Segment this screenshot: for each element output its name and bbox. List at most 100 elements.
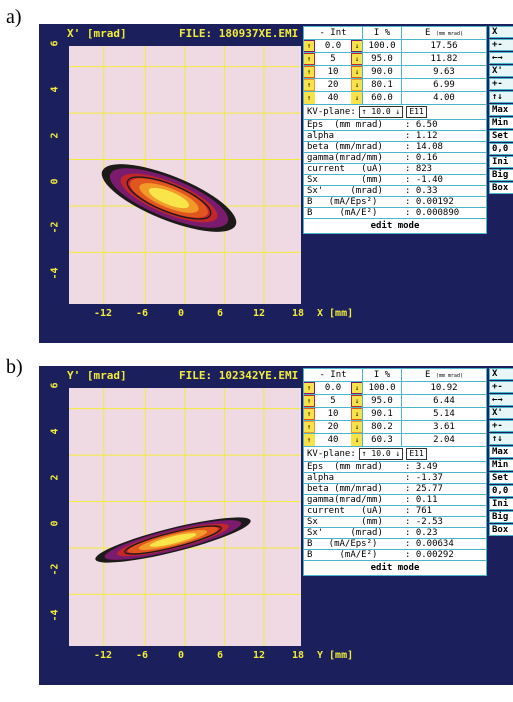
header-i: I % — [363, 369, 402, 381]
x-tick-label: 18 — [291, 308, 305, 319]
side-button[interactable]: Big — [489, 511, 513, 523]
y-tick-label: 2 — [49, 132, 61, 139]
y-tick-label: -2 — [49, 221, 61, 234]
kv-plane-value[interactable]: ↑ 10.0 ↓ — [358, 448, 404, 460]
side-button[interactable]: Box — [489, 524, 513, 536]
side-button[interactable]: 0,0 — [489, 143, 513, 155]
parameter-row: current (uA): 761 — [304, 506, 486, 517]
arrow-down-icon[interactable]: ↓ — [352, 67, 362, 77]
arrow-down-icon[interactable]: ↓ — [352, 435, 362, 445]
level-value: 0.0 — [315, 40, 351, 52]
arrow-down-icon[interactable]: ↓ — [352, 383, 362, 393]
side-button[interactable]: ←→ — [489, 52, 513, 64]
intensity-panel: - Int I % E (mm mrad) ↑ 0.0 ↓ 100.0 10.92 ↑ 5 ↓… — [303, 368, 487, 576]
side-button[interactable]: +- — [489, 420, 513, 432]
parameter-label: Sx' (mrad) — [307, 528, 383, 538]
header-int[interactable]: - Int — [304, 27, 363, 39]
edit-mode-button[interactable]: edit mode — [370, 563, 420, 573]
arrow-up-icon[interactable]: ↑ — [304, 396, 314, 406]
side-button[interactable]: +- — [489, 39, 513, 51]
arrow-up-icon[interactable]: ↑ — [304, 409, 314, 419]
parameter-row: Eps (mm mrad): 6.50 — [304, 120, 486, 131]
kv-plane-value[interactable]: ↑ 10.0 ↓ — [358, 106, 404, 118]
y-tick-label: 4 — [49, 428, 61, 435]
arrow-down-icon[interactable]: ↓ — [352, 409, 362, 419]
side-button[interactable]: ←→ — [489, 394, 513, 406]
arrow-up-icon[interactable]: ↑ — [304, 80, 314, 90]
side-button[interactable]: ↑↓ — [489, 91, 513, 103]
header-int[interactable]: - Int — [304, 369, 363, 381]
arrow-down-icon[interactable]: ↓ — [352, 54, 362, 64]
header-i: I % — [363, 27, 402, 39]
parameter-row: Eps (mm mrad): 3.49 — [304, 462, 486, 473]
y-tick-label: 0 — [49, 520, 61, 527]
edit-mode-button[interactable]: edit mode — [370, 221, 420, 231]
side-button[interactable]: Set — [489, 472, 513, 484]
parameter-value: : 0.000890 — [405, 208, 460, 218]
y-tick-label: 4 — [49, 86, 61, 93]
parameter-label: B (mA/E²) — [307, 208, 378, 218]
phase-space-plot[interactable] — [69, 388, 301, 646]
kv-plane-button[interactable]: E11 — [406, 448, 427, 460]
x-tick-label: -6 — [135, 650, 149, 661]
parameter-value: : -1.40 — [405, 175, 443, 185]
x-tick-label: 6 — [216, 308, 224, 319]
side-button[interactable]: Min — [489, 459, 513, 471]
side-button[interactable]: +- — [489, 78, 513, 90]
side-button[interactable]: Min — [489, 117, 513, 129]
intensity-row: ↑ 20 ↓ 80.1 6.99 — [304, 79, 486, 92]
emittance-value: 10.92 — [430, 383, 458, 393]
parameter-label: Sx (mm) — [307, 517, 383, 527]
y-axis-title: X' [mrad] — [67, 27, 127, 40]
side-button[interactable]: Big — [489, 169, 513, 181]
side-button[interactable]: X — [489, 26, 513, 38]
y-tick-label: 2 — [49, 474, 61, 481]
arrow-up-icon[interactable]: ↑ — [304, 54, 314, 64]
side-button[interactable]: Max — [489, 446, 513, 458]
phase-space-plot[interactable] — [69, 46, 301, 304]
intensity-value: 80.2 — [363, 421, 402, 433]
emittance-ellipse — [126, 176, 212, 220]
x-tick-label: -12 — [93, 650, 113, 661]
arrow-up-icon[interactable]: ↑ — [304, 383, 314, 393]
level-cell: ↑ 10 ↓ — [304, 408, 363, 420]
arrow-down-icon[interactable]: ↓ — [352, 422, 362, 432]
arrow-up-icon[interactable]: ↑ — [304, 93, 314, 103]
intensity-value: 90.0 — [363, 66, 402, 78]
parameter-row: beta (mm/mrad): 25.77 — [304, 484, 486, 495]
arrow-up-icon[interactable]: ↑ — [304, 67, 314, 77]
side-button[interactable]: X' — [489, 65, 513, 77]
intensity-row: ↑ 0.0 ↓ 100.0 10.92 — [304, 382, 486, 395]
arrow-down-icon[interactable]: ↓ — [352, 93, 362, 103]
side-button[interactable]: Box — [489, 182, 513, 194]
level-cell: ↑ 20 ↓ — [304, 421, 363, 433]
emittance-screen-a: X' [mrad] FILE: 180937XE.EMI 6 4 2 0 -2 -4 -1… — [39, 24, 513, 343]
side-button[interactable]: ↑↓ — [489, 433, 513, 445]
arrow-up-icon[interactable]: ↑ — [304, 422, 314, 432]
side-button[interactable]: +- — [489, 381, 513, 393]
side-button[interactable]: X' — [489, 407, 513, 419]
side-button[interactable]: Max — [489, 104, 513, 116]
arrow-down-icon[interactable]: ↓ — [352, 41, 362, 51]
side-button[interactable]: Ini — [489, 156, 513, 168]
kv-plane-button[interactable]: E11 — [406, 106, 427, 118]
side-button[interactable]: Set — [489, 130, 513, 142]
side-button[interactable]: X — [489, 368, 513, 380]
intensity-row: ↑ 10 ↓ 90.1 5.14 — [304, 408, 486, 421]
side-button[interactable]: Ini — [489, 498, 513, 510]
parameter-label: current (uA) — [307, 506, 383, 516]
emittance-value: 5.14 — [433, 409, 455, 419]
arrow-up-icon[interactable]: ↑ — [304, 435, 314, 445]
parameter-row: gamma(mrad/mm): 0.11 — [304, 495, 486, 506]
parameter-value: : 0.00192 — [405, 197, 454, 207]
arrow-down-icon[interactable]: ↓ — [352, 396, 362, 406]
figure-label-b: b) — [6, 356, 23, 378]
emittance-ellipse — [124, 525, 222, 555]
arrow-up-icon[interactable]: ↑ — [304, 41, 314, 51]
side-button[interactable]: 0,0 — [489, 485, 513, 497]
table-header: - Int I % E (mm mrad) — [304, 27, 486, 40]
arrow-down-icon[interactable]: ↓ — [352, 80, 362, 90]
parameter-value: : 0.11 — [405, 495, 438, 505]
parameter-value: : 0.16 — [405, 153, 438, 163]
kv-plane-label: KV-plane: — [307, 449, 356, 459]
